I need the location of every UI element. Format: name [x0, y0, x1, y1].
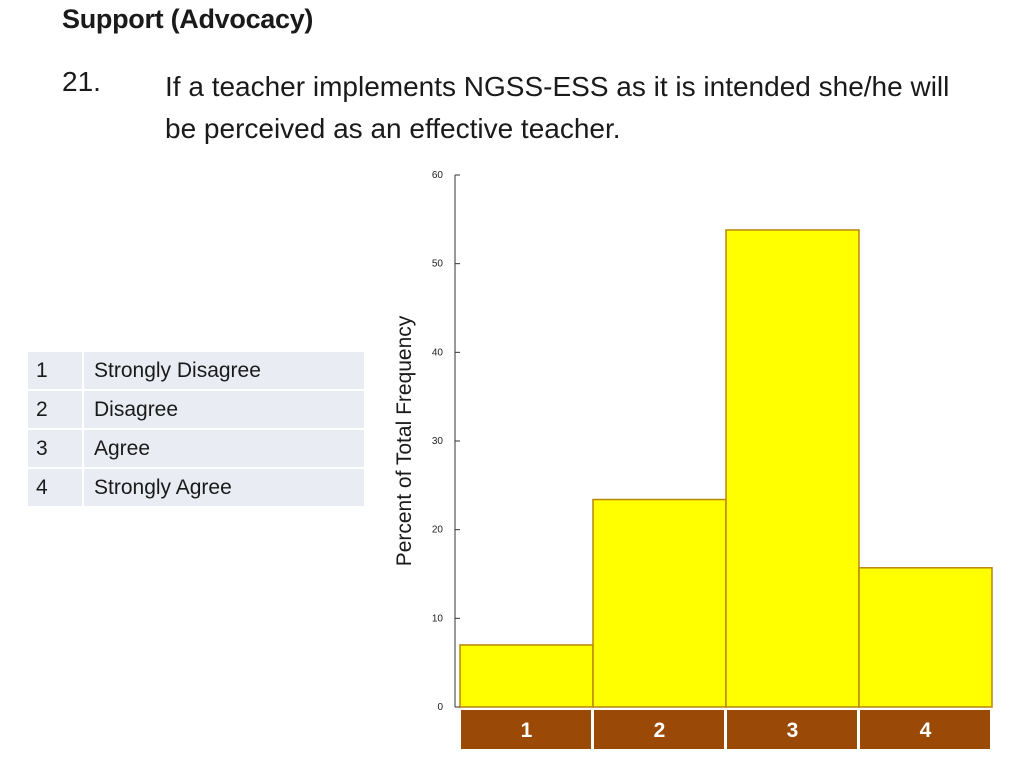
y-tick-label: 30 [432, 436, 444, 447]
y-tick-label: 50 [432, 259, 444, 270]
y-tick-label: 10 [432, 613, 444, 624]
response-scale-table: 1 Strongly Disagree 2 Disagree 3 Agree 4… [26, 350, 366, 508]
bar-3 [725, 229, 860, 708]
bar-2 [592, 498, 727, 708]
y-tick-label: 60 [432, 170, 444, 181]
scale-label: Strongly Disagree [82, 350, 366, 391]
scale-code: 4 [26, 467, 84, 508]
scale-code: 3 [26, 428, 84, 469]
y-axis-label: Percent of Total Frequency [393, 315, 416, 566]
y-tick-label: 40 [432, 347, 444, 358]
table-row: 3 Agree [26, 428, 366, 469]
x-tick-label: 1 [521, 719, 533, 742]
category-box [727, 710, 857, 749]
bar-4 [858, 567, 993, 708]
table-row: 1 Strongly Disagree [26, 350, 366, 391]
category-box [860, 710, 990, 749]
y-tick-label: 0 [437, 702, 443, 713]
scale-label: Disagree [82, 389, 366, 430]
table-row: 4 Strongly Agree [26, 467, 366, 508]
scale-code: 1 [26, 350, 84, 391]
bar-1 [459, 644, 594, 708]
question-text: If a teacher implements NGSS-ESS as it i… [165, 71, 950, 144]
x-tick-label: 3 [787, 719, 799, 742]
table-row: 2 Disagree [26, 389, 366, 430]
scale-label: Agree [82, 428, 366, 469]
x-tick-label: 2 [654, 719, 666, 742]
category-box [461, 710, 591, 749]
scale-label: Strongly Agree [82, 467, 366, 508]
x-tick-label: 4 [920, 719, 932, 742]
scale-code: 2 [26, 389, 84, 430]
question-number: 21. [62, 66, 101, 97]
category-box [594, 710, 724, 749]
y-tick-label: 20 [432, 525, 444, 536]
slide-title: Support (Advocacy) [62, 4, 314, 34]
